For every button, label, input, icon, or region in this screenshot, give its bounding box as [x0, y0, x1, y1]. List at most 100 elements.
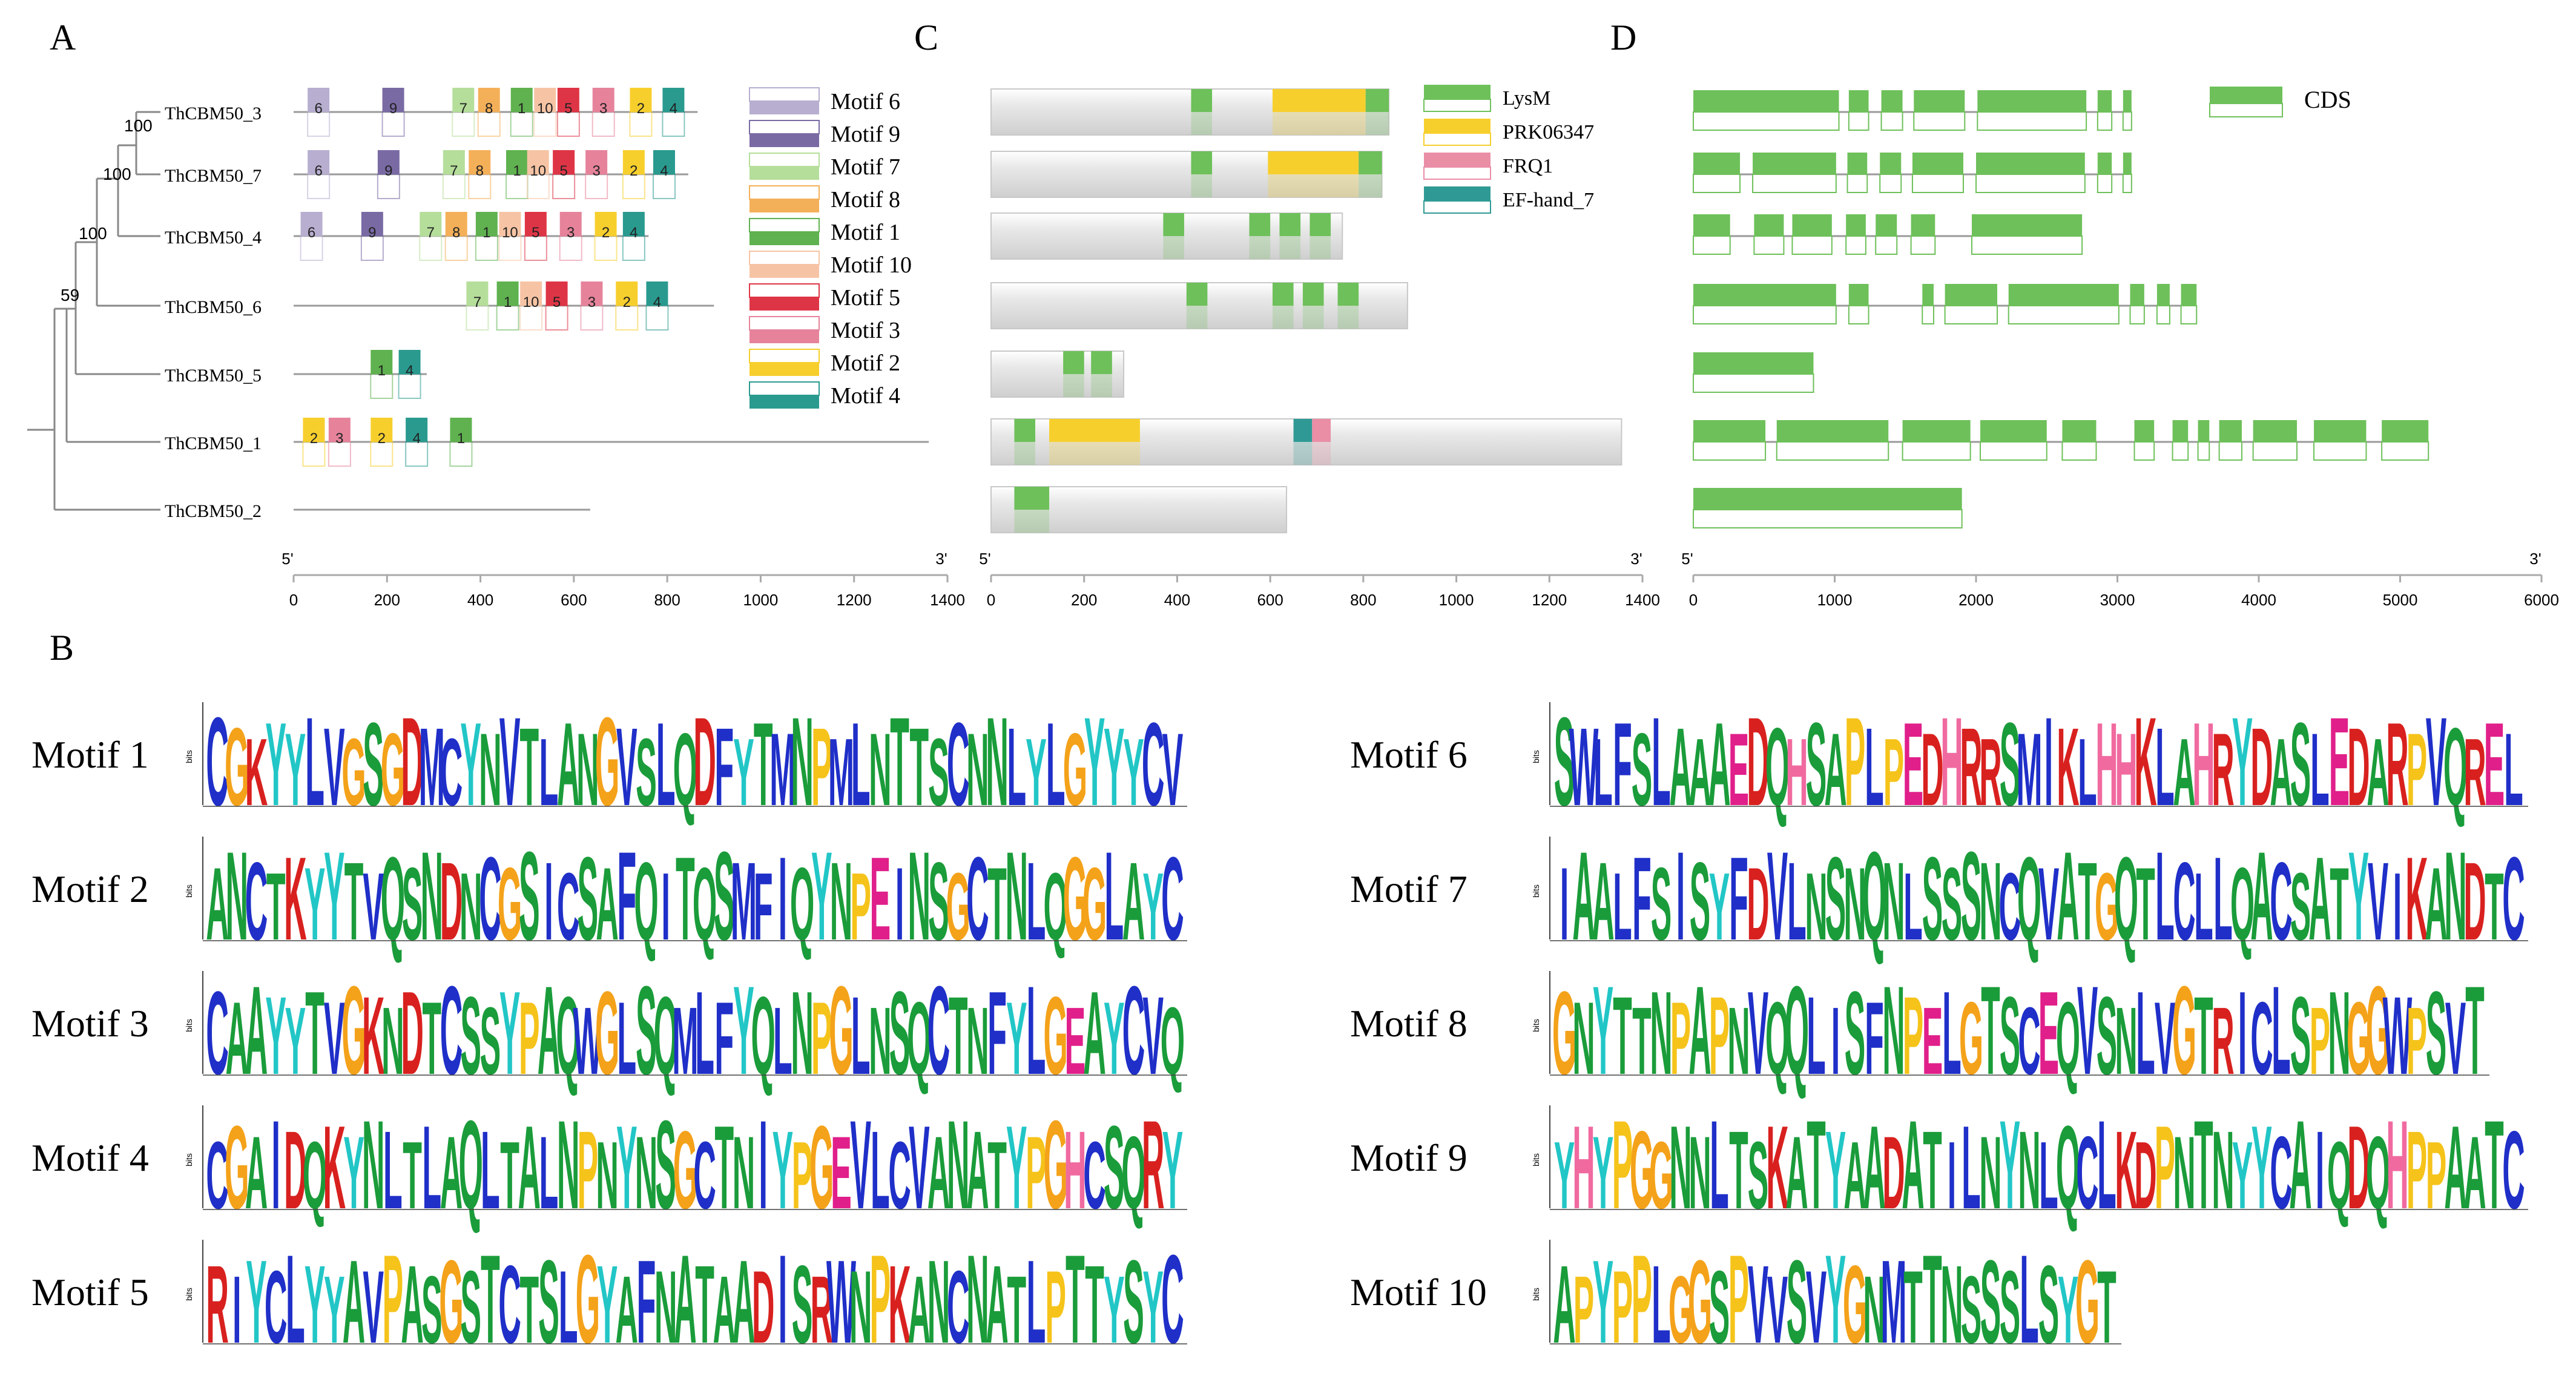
logo-residue: H [1572, 1102, 1595, 1234]
legend-swatch [749, 87, 820, 102]
axis-tick-label: 600 [561, 591, 587, 609]
logo-residue: S [1845, 967, 1865, 1100]
logo-residue: T [949, 973, 968, 1097]
logo-residue: L [305, 692, 324, 832]
motif-box [545, 281, 568, 306]
domain-box [1191, 151, 1213, 174]
logo-residue: H [1940, 692, 1963, 832]
logo-residue: V [1767, 1255, 1788, 1363]
logo-residue: Y [305, 1242, 326, 1366]
exon-box-reflection [1875, 235, 1898, 255]
logo-residue: L [1807, 973, 1826, 1098]
motif-box-reflection [328, 441, 351, 467]
motif-box-reflection [419, 235, 443, 261]
motif-box-reflection [452, 111, 475, 137]
axis-tick-label: 1000 [1439, 591, 1474, 609]
logo-residue: I [544, 839, 553, 963]
motif-box [469, 150, 491, 174]
logo-residue: A [674, 1229, 697, 1370]
logo-residue: A [1669, 705, 1692, 829]
gene-label: ThCBM50_6 [165, 297, 262, 317]
logo-residue: E [2038, 967, 2059, 1100]
motif-box-reflection [370, 373, 394, 399]
motif-logo-label: Motif 1 [31, 733, 149, 776]
legend-swatch [749, 120, 820, 134]
logo-residue: T [987, 1121, 1007, 1228]
motif-number: 2 [623, 294, 631, 311]
axis-tick-label: 400 [1164, 591, 1190, 609]
legend-label: Motif 6 [831, 89, 900, 114]
logo-residue: T [1632, 987, 1652, 1094]
phylogenetic-tree [27, 111, 160, 511]
legend-label: Motif 7 [831, 154, 900, 180]
motif-logo-label: Motif 3 [31, 1002, 149, 1045]
motif-number: 1 [513, 163, 521, 179]
logo-residue: I [1560, 846, 1569, 962]
exon-box [2156, 284, 2170, 306]
logo-residue: C [2076, 1115, 2098, 1231]
logo-residue: E [2329, 692, 2350, 832]
logo-residue: T [890, 692, 909, 832]
logo-residue: S [1806, 699, 1827, 831]
logo-residue: L [851, 699, 871, 831]
logo-residue: Y [265, 699, 286, 831]
logo-residue: N [596, 1121, 619, 1228]
logo-residue: N [830, 839, 853, 963]
logo-residue: L [695, 967, 714, 1100]
domain-box-reflection [1268, 174, 1359, 197]
logo-residue: D [1747, 846, 1769, 962]
logo-residue: L [2136, 967, 2155, 1100]
logo-residue: V [2368, 839, 2388, 964]
motif-box [527, 150, 549, 174]
legend-label: EF-hand_7 [1503, 189, 1594, 211]
logo-residue: Y [499, 967, 521, 1100]
logo-residue: S [636, 718, 657, 825]
exon-box-reflection [2252, 441, 2298, 461]
legend-swatch [749, 185, 820, 200]
logo-residue: H [2386, 1095, 2408, 1236]
motif-box [581, 281, 603, 306]
bootstrap-value: 59 [61, 286, 79, 304]
exon-box-reflection [2156, 305, 2170, 324]
logo-residue: C [1142, 699, 1165, 831]
logo-residue: H [2095, 699, 2118, 831]
bootstrap-value: 100 [124, 116, 153, 135]
logo-residue: S [1922, 833, 1943, 966]
logo-residue: L [1652, 692, 1671, 832]
motif-number: 10 [530, 163, 546, 179]
logo-residue: T [1613, 973, 1632, 1098]
logo-residue: K [362, 973, 385, 1097]
logo-residue: T [344, 839, 364, 963]
exon-box-reflection [2133, 441, 2155, 461]
legend-swatch [749, 381, 820, 396]
logo-residue: C [498, 1242, 521, 1366]
logo-residue: C [1161, 833, 1184, 966]
exon-box [1980, 420, 2047, 442]
logo-residue: Q [458, 1095, 483, 1236]
logo-residue: I [779, 1229, 787, 1370]
logo-residue: N [1863, 1255, 1885, 1363]
logo-residue: Y [2348, 826, 2369, 967]
domain-box-reflection [1293, 442, 1313, 465]
logo-residue: T [2485, 852, 2504, 959]
logo-residue: Q [790, 846, 814, 962]
logo-residue: Q [2017, 833, 2041, 966]
logo-residue: A [616, 1255, 639, 1363]
exon-box-reflection [1971, 235, 2083, 255]
logo-residue: S [2290, 699, 2311, 831]
motif-number: 7 [473, 294, 481, 311]
logo-residue: M [769, 712, 796, 828]
motif-box [524, 212, 547, 236]
logo-residue: N [1805, 852, 1827, 959]
logo-residue: D [440, 839, 463, 963]
logo-residue: C [206, 967, 229, 1100]
legend-swatch [1424, 153, 1491, 167]
logo-residue: Y [1709, 852, 1730, 959]
logo-residue: R [2212, 712, 2234, 828]
logo-residue: P [2406, 1108, 2427, 1232]
motif-logo-label: Motif 6 [1350, 733, 1468, 776]
logo-residue: L [1593, 718, 1613, 825]
logo-residue: E [1065, 987, 1086, 1094]
logo-residue: V [499, 692, 521, 832]
legend-swatch [749, 101, 819, 114]
